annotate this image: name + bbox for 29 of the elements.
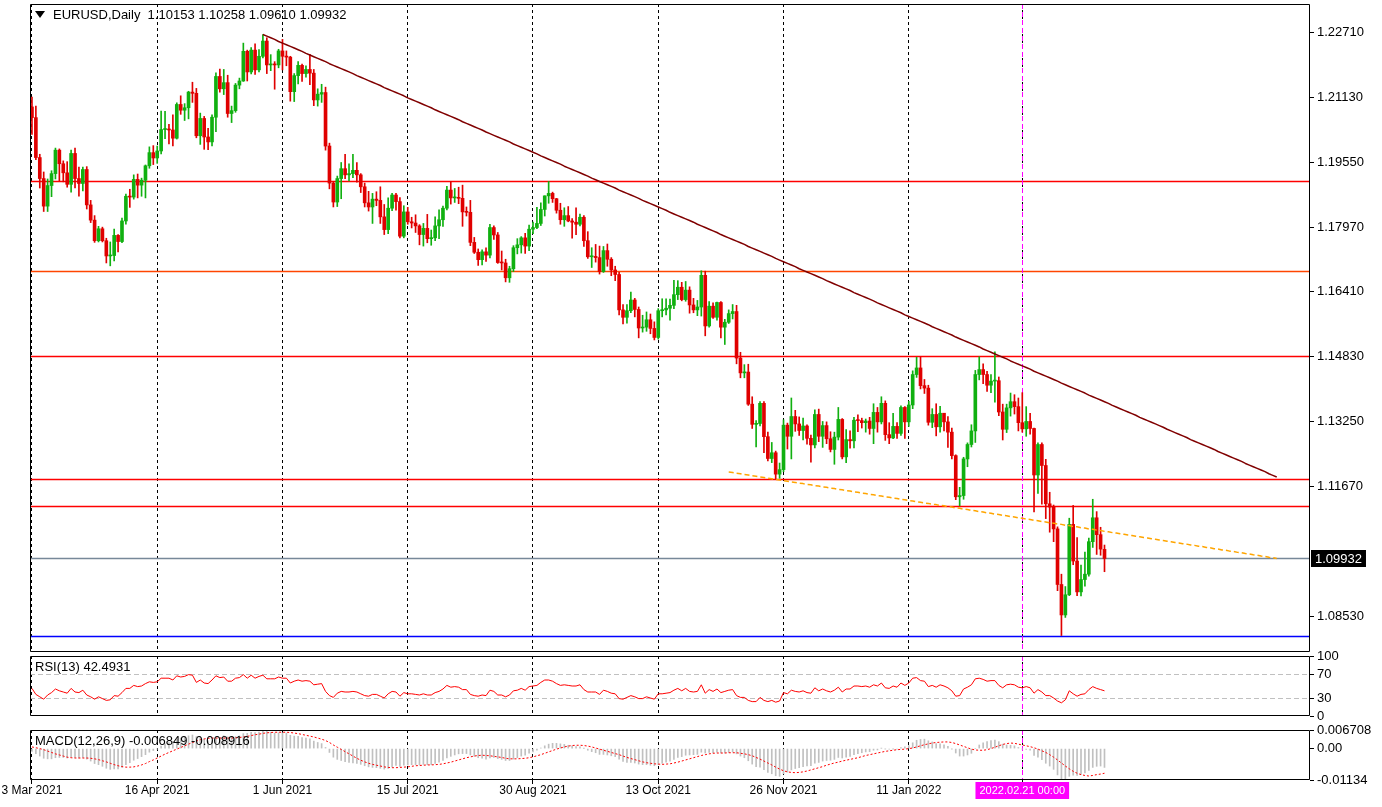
y-tick-label: 1.08530 [1317,607,1364,623]
y-tick-label: 30 [1317,689,1332,705]
x-tick-label: 26 Nov 2021 [749,783,818,798]
y-tick-label: 1.17970 [1317,219,1364,235]
y-tick-label: -0.01134 [1317,771,1368,787]
chart-title: RSI(13) 42.4931 [35,659,131,674]
x-tick-label: 13 Oct 2021 [625,783,692,798]
y-tick-label: 0.00 [1317,740,1343,756]
x-tick-label: 16 Apr 2021 [124,783,190,798]
chart-title: EURUSD,Daily 1.10153 1.10258 1.09610 1.09932 [53,7,347,22]
ref-line-label: 1.09932 [1315,550,1362,566]
y-tick-label: 1.16410 [1317,283,1364,299]
y-tick-label: 1.21130 [1317,89,1364,105]
chart-title: MACD(12,26,9) -0.006849 -0.008916 [35,733,250,748]
y-tick-label: 1.11670 [1317,478,1364,494]
y-tick-label: 70 [1317,665,1332,681]
y-tick-label: 0.006708 [1317,721,1372,737]
y-tick-label: 1.22710 [1317,23,1364,39]
x-tick-label: 2022.02.21 00:00 [979,784,1066,797]
y-tick-label: 100 [1317,647,1339,663]
x-tick-label: 1 Jun 2021 [252,783,313,798]
x-tick-label: 30 Aug 2021 [499,783,568,798]
x-tick-label: 15 Jul 2021 [376,783,440,798]
y-tick-label: 1.19550 [1317,154,1364,170]
y-tick-label: 1.14830 [1317,348,1364,364]
y-tick-label: 1.13250 [1317,413,1364,429]
y-tick-label: 0 [1317,707,1325,723]
x-tick-label: 3 Mar 2021 [1,783,63,798]
x-tick-label: 11 Jan 2022 [876,783,942,798]
